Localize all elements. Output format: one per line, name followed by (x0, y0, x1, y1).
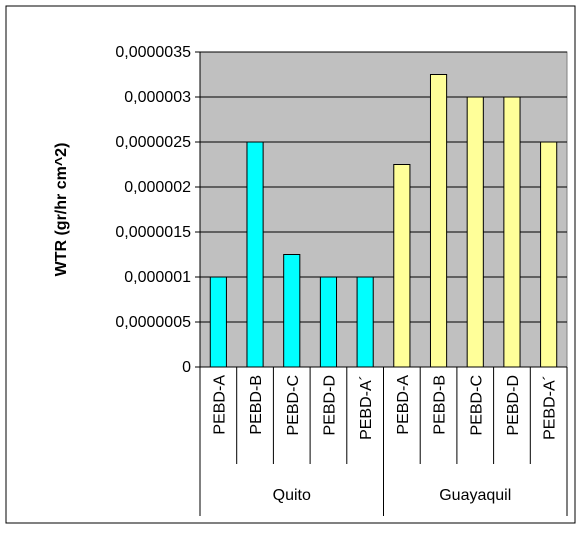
x-category-label: PEBD-C (285, 375, 302, 435)
y-tick-label: 0,0000025 (115, 134, 191, 151)
bar (319, 276, 338, 368)
bar (246, 141, 264, 368)
y-tick-label: 0,000001 (124, 269, 191, 286)
bar (466, 96, 484, 368)
y-tick-label: 0,0000005 (115, 314, 191, 331)
y-tick-label: 0,0000035 (115, 44, 191, 61)
group-label: Quito (273, 487, 311, 504)
x-category-label: PEBD-A´ (542, 375, 559, 440)
bar (209, 276, 227, 368)
x-category-label: PEBD-C (468, 375, 485, 435)
x-category-label: PEBD-A (395, 375, 412, 435)
group-label: Guayaquil (439, 487, 511, 504)
y-axis-title: WTR (gr/hr cm^2) (53, 143, 70, 277)
y-tick-label: 0,0000015 (115, 224, 191, 241)
y-axis: 0 0,0000005 0,000001 0,0000015 0,000002 0,000… (115, 44, 201, 376)
bar (283, 254, 301, 368)
bars (209, 74, 558, 368)
bar (540, 141, 558, 368)
y-tick-label: 0 (182, 359, 191, 376)
y-tick-label: 0,000002 (124, 179, 191, 196)
bar (429, 74, 448, 368)
x-category-label: PEBD-D (321, 375, 338, 435)
x-axis: PEBD-A PEBD-B PEBD-C PEBD-D PEBD-A´ PEBD-A PEB… (199, 366, 568, 516)
y-tick-label: 0,000003 (124, 89, 191, 106)
x-category-label: PEBD-B (432, 375, 449, 435)
bar (503, 96, 521, 368)
x-category-label: PEBD-D (505, 375, 522, 435)
x-category-label: PEBD-A (211, 375, 228, 435)
x-category-label: PEBD-B (248, 375, 265, 435)
bar (393, 164, 411, 368)
bar (356, 276, 374, 368)
x-category-label: PEBD-A´ (358, 375, 375, 440)
